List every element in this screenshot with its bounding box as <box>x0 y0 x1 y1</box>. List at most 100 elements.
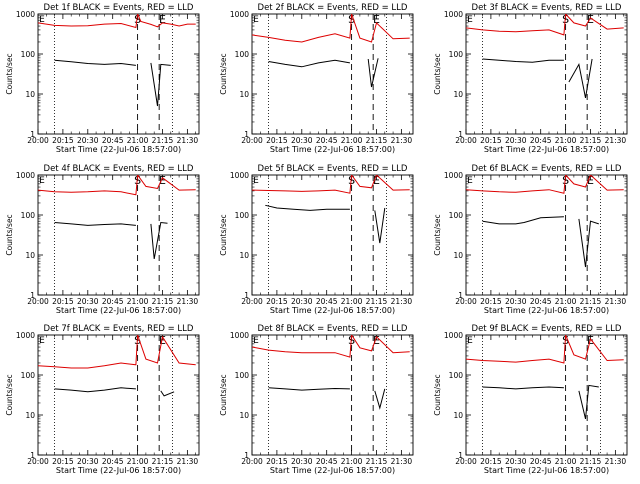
marker-label-e-left: E <box>467 176 473 186</box>
x-tick-label: 20:00 <box>27 297 49 306</box>
series-line-lld <box>252 14 410 43</box>
chart-panel: Det 4f BLACK = Events, RED = LLD 1 10 100 10… <box>5 164 200 315</box>
x-tick-label: 20:45 <box>102 457 124 466</box>
y-axis-label: Counts/sec <box>5 374 14 415</box>
x-axis-label: Start Time (22-Jul-06 18:57:00) <box>56 466 181 475</box>
x-tick-label: 21:30 <box>177 297 199 306</box>
y-axis-label: Counts/sec <box>5 53 14 94</box>
x-tick-label: 20:15 <box>52 297 74 306</box>
chart-title: Det 2f BLACK = Events, RED = LLD <box>258 3 408 13</box>
marker-label-e: E <box>159 174 166 187</box>
x-tick-label: 20:15 <box>266 297 288 306</box>
x-tick-label: 20:15 <box>480 457 502 466</box>
x-tick-label: 20:45 <box>530 297 552 306</box>
plot-frame <box>251 174 414 296</box>
x-tick-label: 20:15 <box>266 136 288 145</box>
x-tick-label: 20:00 <box>455 136 477 145</box>
x-tick-label: 21:00 <box>555 457 577 466</box>
x-tick-label: 20:30 <box>291 297 313 306</box>
plot-frame <box>465 13 628 135</box>
x-axis-label: Start Time (22-Jul-06 18:57:00) <box>484 145 609 154</box>
y-tick-label: 1 <box>30 451 35 460</box>
chart-panel: Det 1f BLACK = Events, RED = LLD 1 10 100 10… <box>5 3 200 154</box>
y-tick-label: 100 <box>21 371 36 380</box>
y-axis-label: Counts/sec <box>219 374 228 415</box>
x-tick-label: 20:00 <box>241 297 263 306</box>
x-tick-label: 21:15 <box>152 457 174 466</box>
series-line-lld <box>466 335 624 364</box>
x-tick-label: 21:15 <box>366 297 388 306</box>
series-line-events <box>268 58 379 88</box>
marker-label-e-left: E <box>39 15 45 25</box>
x-tick-label: 20:00 <box>27 136 49 145</box>
x-tick-label: 20:45 <box>530 457 552 466</box>
chart-panel: Det 8f BLACK = Events, RED = LLD 1 10 100 10… <box>219 324 414 475</box>
x-tick-label: 21:30 <box>177 457 199 466</box>
series-line-events <box>268 387 386 410</box>
chart-title: Det 3f BLACK = Events, RED = LLD <box>472 3 622 13</box>
y-tick-label: 1000 <box>16 10 35 19</box>
series-line-lld <box>252 335 410 358</box>
y-tick-label: 1 <box>244 130 249 139</box>
x-tick-label: 21:30 <box>391 297 413 306</box>
x-tick-label: 20:15 <box>52 136 74 145</box>
x-tick-label: 20:45 <box>102 297 124 306</box>
x-tick-label: 20:30 <box>505 297 527 306</box>
x-tick-label: 21:30 <box>391 136 413 145</box>
series-line-events <box>54 387 175 397</box>
chart-panel: Det 3f BLACK = Events, RED = LLD 1 10 100 10… <box>433 3 628 154</box>
y-axis-label: Counts/sec <box>219 214 228 255</box>
x-tick-label: 21:00 <box>555 136 577 145</box>
series-line-events <box>265 204 386 244</box>
y-tick-label: 1 <box>244 451 249 460</box>
y-tick-label: 10 <box>25 251 35 260</box>
x-tick-label: 20:15 <box>480 297 502 306</box>
y-tick-label: 100 <box>235 50 250 59</box>
y-tick-label: 10 <box>25 411 35 420</box>
y-tick-label: 1000 <box>16 331 35 340</box>
y-tick-label: 1000 <box>16 171 35 180</box>
x-axis-label: Start Time (22-Jul-06 18:57:00) <box>484 306 609 315</box>
x-tick-label: 20:45 <box>102 136 124 145</box>
y-tick-label: 1000 <box>230 171 249 180</box>
x-axis-label: Start Time (22-Jul-06 18:57:00) <box>56 306 181 315</box>
x-tick-label: 20:30 <box>505 136 527 145</box>
marker-label-e: E <box>373 334 380 347</box>
y-axis-label: Counts/sec <box>433 374 442 415</box>
y-tick-label: 1000 <box>444 331 463 340</box>
x-tick-label: 20:00 <box>27 457 49 466</box>
marker-label-s: S <box>562 174 569 187</box>
y-tick-label: 100 <box>235 211 250 220</box>
x-tick-label: 21:30 <box>605 297 627 306</box>
marker-label-e-left: E <box>39 176 45 186</box>
x-tick-label: 21:00 <box>341 297 363 306</box>
y-axis-label: Counts/sec <box>433 53 442 94</box>
chart-title: Det 6f BLACK = Events, RED = LLD <box>472 164 622 174</box>
y-tick-label: 1000 <box>444 10 463 19</box>
x-tick-label: 21:30 <box>605 457 627 466</box>
marker-label-e-left: E <box>253 336 259 346</box>
y-tick-label: 100 <box>21 50 36 59</box>
y-axis-label: Counts/sec <box>219 53 228 94</box>
plot-frame <box>251 13 414 135</box>
y-tick-label: 100 <box>21 211 36 220</box>
marker-label-s: S <box>348 174 355 187</box>
y-tick-label: 1 <box>30 130 35 139</box>
x-tick-label: 20:00 <box>455 457 477 466</box>
y-tick-label: 10 <box>239 90 249 99</box>
marker-label-e-left: E <box>39 336 45 346</box>
marker-label-e: E <box>373 174 380 187</box>
y-tick-label: 10 <box>239 411 249 420</box>
x-tick-label: 20:15 <box>480 136 502 145</box>
x-tick-label: 20:45 <box>316 136 338 145</box>
plot-frame <box>37 174 200 296</box>
x-tick-label: 21:30 <box>605 136 627 145</box>
series-line-events <box>482 58 593 98</box>
x-tick-label: 20:30 <box>291 136 313 145</box>
marker-label-e: E <box>587 13 594 26</box>
chart-title: Det 1f BLACK = Events, RED = LLD <box>44 3 194 13</box>
series-line-lld <box>38 14 196 29</box>
series-line-lld <box>466 14 624 36</box>
y-tick-label: 1 <box>458 291 463 300</box>
